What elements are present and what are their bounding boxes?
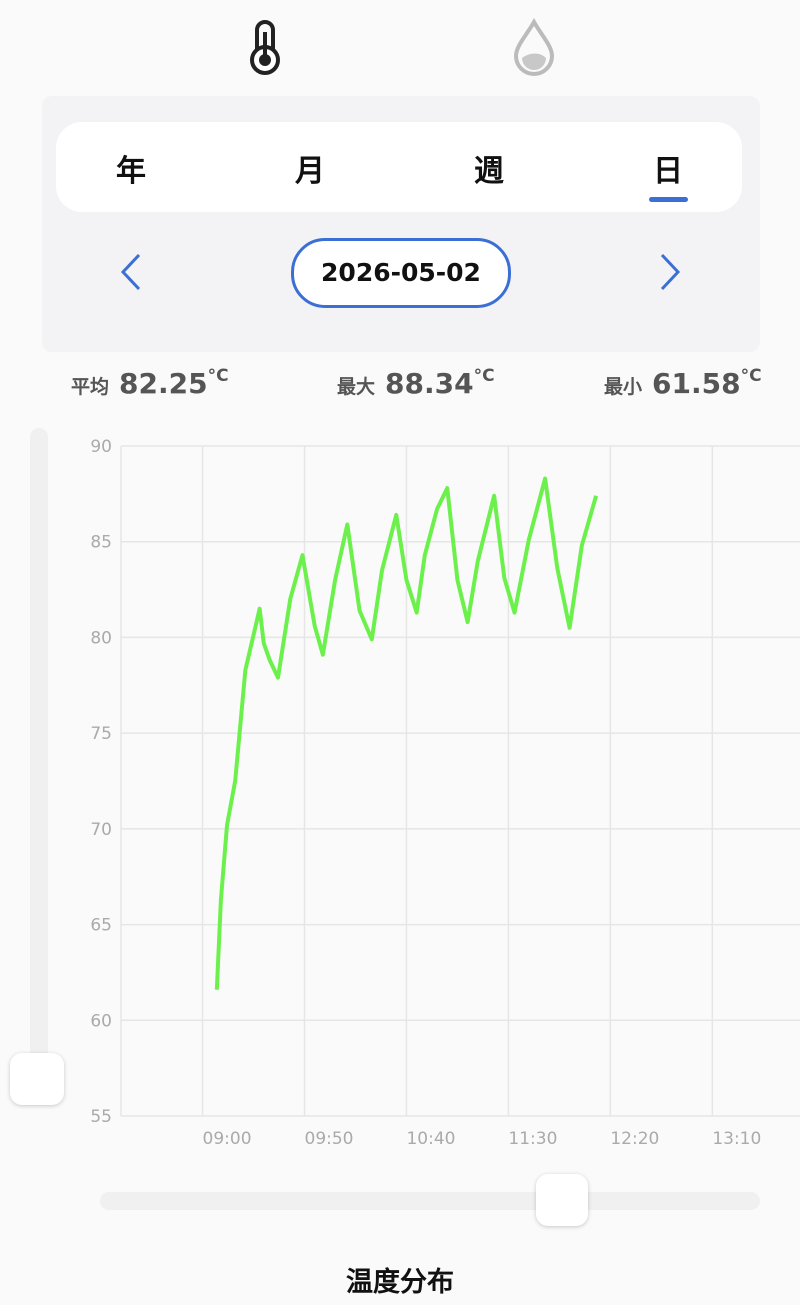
stat: 平均 82.25°C — [71, 366, 229, 400]
y-tick-label: 80 — [90, 628, 112, 648]
x-tick-label: 12:20 — [610, 1129, 659, 1149]
stat-value: 88.34 — [385, 367, 474, 400]
y-tick-label: 55 — [90, 1107, 112, 1127]
stat-label: 最小 — [604, 376, 643, 398]
tab[interactable]: 日 — [653, 154, 683, 189]
date-picker[interactable]: 2026-05-02 — [291, 238, 511, 308]
stat-value: 61.58 — [652, 367, 741, 400]
footer-title: 温度分布 — [346, 1267, 454, 1298]
chart: 55 60 65 70 75 80 85 90 09:00 09:50 10:40 11:30 12:2… — [90, 437, 800, 1149]
stat-value: 82.25 — [119, 367, 208, 400]
stat-unit: °C — [207, 366, 229, 386]
temperature-line — [214, 476, 599, 990]
active-tab-indicator — [649, 197, 688, 202]
x-tick-label: 13:10 — [712, 1129, 761, 1149]
horizontal-slider-track — [100, 1192, 760, 1210]
next-date-button[interactable] — [652, 250, 686, 294]
y-tick-label: 85 — [90, 533, 112, 553]
tab-bar — [56, 122, 742, 212]
stat-unit: °C — [473, 366, 495, 386]
vertical-slider-track — [30, 428, 48, 1100]
stat: 最小 61.58°C — [604, 366, 762, 400]
horizontal-slider-thumb[interactable] — [536, 1174, 588, 1226]
temperature-icon[interactable] — [245, 18, 287, 78]
y-tick-label: 70 — [90, 820, 112, 840]
stat: 最大 88.34°C — [337, 366, 495, 400]
stat-label: 平均 — [71, 376, 110, 398]
x-tick-label: 10:40 — [406, 1129, 455, 1149]
y-tick-label: 90 — [90, 437, 112, 457]
vertical-slider-thumb[interactable] — [10, 1053, 64, 1105]
humidity-icon[interactable] — [510, 18, 558, 78]
x-tick-label: 09:00 — [203, 1129, 252, 1149]
x-tick-label: 09:50 — [305, 1129, 354, 1149]
tab[interactable]: 週 — [474, 154, 504, 189]
stat-label: 最大 — [337, 376, 376, 398]
y-tick-label: 75 — [90, 724, 112, 744]
x-tick-label: 11:30 — [508, 1129, 557, 1149]
stat-unit: °C — [740, 366, 762, 386]
tab[interactable]: 年 — [116, 154, 146, 189]
tab[interactable]: 月 — [295, 154, 325, 189]
prev-date-button[interactable] — [115, 250, 149, 294]
y-tick-label: 65 — [90, 916, 112, 936]
y-tick-label: 60 — [90, 1011, 112, 1031]
